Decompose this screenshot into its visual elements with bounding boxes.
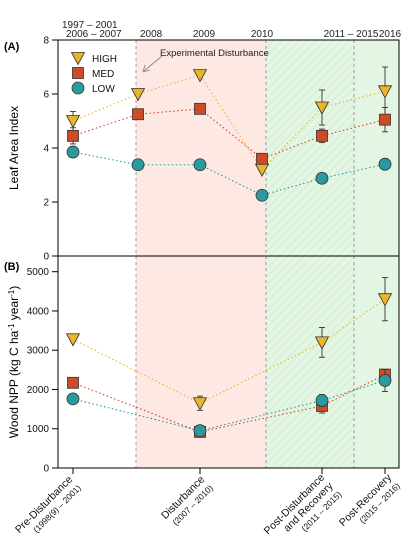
data-point-high	[130, 88, 146, 102]
top-label: 2008	[140, 29, 163, 40]
y-axis-title-b: Wood NPP (kg C ha-1 year-1)	[7, 286, 21, 439]
top-label: 2006 – 2007	[66, 29, 122, 40]
series-line-high	[72, 74, 386, 171]
data-point-low	[66, 145, 80, 159]
data-point-low	[131, 158, 145, 172]
legend-marker-med	[72, 67, 84, 79]
data-point-med	[379, 113, 391, 126]
annotation-text: Experimental Disturbance	[160, 48, 269, 59]
data-point-low	[66, 392, 80, 406]
y-tick-label: 3000	[27, 346, 50, 357]
data-point-high	[377, 293, 393, 307]
y-tick-label: 0	[43, 252, 49, 263]
panel-label-b: (B)	[4, 261, 20, 273]
top-label: 2011 – 2015	[324, 29, 379, 40]
data-point-high	[65, 333, 81, 347]
y-tick-label: 6	[43, 90, 49, 101]
top-label: 2009	[193, 29, 216, 40]
series-line-med	[72, 108, 386, 160]
data-point-med	[67, 129, 79, 142]
data-point-med	[256, 152, 268, 165]
y-tick-label: 2	[43, 198, 49, 209]
plot-frame	[57, 39, 400, 469]
post-recovery-band	[354, 40, 399, 468]
data-point-high	[314, 336, 330, 350]
data-point-med	[316, 129, 328, 142]
data-point-low	[378, 157, 392, 171]
phase-labels: Pre-Disturbance (1998(9) – 2001) Disturb…	[13, 471, 402, 537]
y-tick-label: 4	[43, 144, 49, 155]
data-point-high	[192, 69, 208, 83]
top-label: 2010	[251, 29, 274, 40]
y-tick-label: 2000	[27, 385, 50, 396]
legend-marker-high	[70, 52, 86, 66]
legend-label: MED	[92, 69, 114, 80]
axes-layer: 0 2 4 6 8 0 1000 2000 3000 4000 5000	[27, 36, 58, 475]
top-label: 1997 – 2001	[62, 20, 118, 31]
data-point-med	[67, 376, 79, 389]
y-tick-label: 0	[43, 464, 49, 475]
disturbance-annotation: Experimental Disturbance	[142, 48, 269, 73]
series-layer	[65, 66, 393, 438]
y-tick-label: 4000	[27, 306, 50, 317]
legend: HIGH MED LOW	[70, 52, 117, 95]
series-line-high	[72, 298, 386, 404]
series-line-low	[72, 379, 386, 432]
data-point-low	[193, 424, 207, 438]
y-tick-label: 8	[43, 36, 49, 47]
top-label: 2016	[379, 29, 402, 40]
legend-marker-low	[71, 81, 85, 95]
data-point-high	[192, 397, 208, 411]
data-point-low	[315, 171, 329, 185]
data-point-med	[194, 102, 206, 115]
top-labels: 1997 – 2001 2006 – 2007 2008 2009 2010 2…	[62, 20, 402, 40]
band-dividers	[135, 40, 355, 468]
y-axis-title-a: Leaf Area Index	[7, 106, 21, 190]
x-ticks	[72, 468, 386, 474]
legend-label: HIGH	[92, 54, 117, 65]
series-line-med	[72, 374, 386, 433]
post-disturbance-hatch	[266, 40, 354, 468]
data-point-high	[377, 85, 393, 99]
data-point-high	[314, 101, 330, 115]
panel-label-a: (A)	[4, 41, 20, 53]
data-point-low	[378, 374, 392, 387]
y-tick-label: 5000	[27, 267, 50, 278]
legend-label: LOW	[92, 84, 115, 95]
data-point-high	[65, 115, 81, 129]
y-tick-label: 1000	[27, 424, 50, 435]
data-point-low	[315, 394, 329, 407]
data-point-med	[132, 108, 144, 121]
data-point-low	[255, 188, 269, 202]
data-point-low	[193, 158, 207, 172]
